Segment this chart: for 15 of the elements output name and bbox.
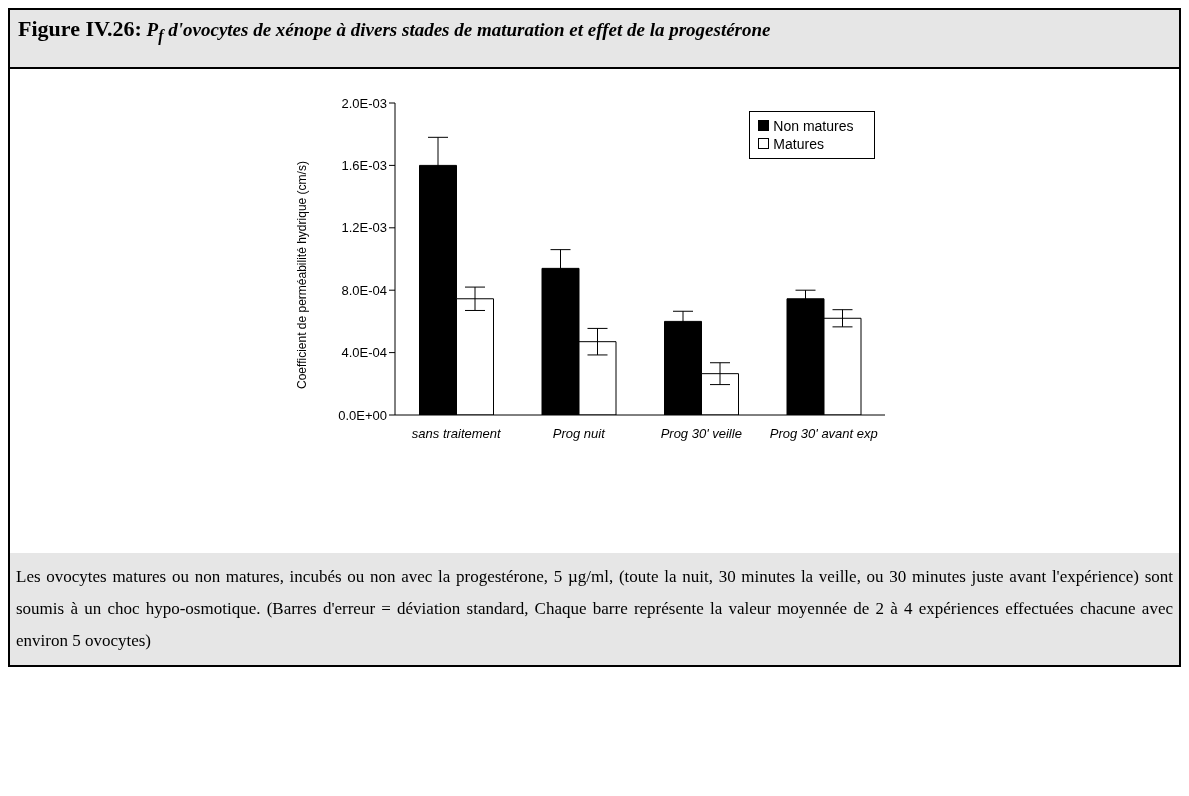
text: Les ovocytes matures ou non matures, incubés ou non avec la progestérone, 5 µg/ml, (toute la nuit, 30 minutes la veille, ou 30 minutes juste avant l'expérience) sont soumis à un choc hypo-osmotique. (Barres d'erreur = déviation standard, Chaque barre représente la valeur moyennée de 2 à 4 expériences effectuées chacune avec environ 5 ovocytes) — [10, 552, 1179, 665]
y-tick-label: 2.0E-03 — [340, 95, 387, 111]
legend-label: Non matures — [773, 117, 854, 134]
y-tick-label: 8.0E-04 — [340, 282, 387, 298]
x-tick-label: sans traitement — [411, 426, 502, 442]
y-axis-title: Coefficient de perméabilité hydrique (cm/s) — [294, 160, 309, 389]
legend-label: Matures — [773, 135, 824, 152]
x-tick-label: Prog 30' avant exp — [769, 426, 878, 442]
y-tick-label: 0.0E+00 — [337, 407, 387, 423]
x-tick-label: Prog 30' veille — [660, 426, 742, 442]
y-tick-label: 4.0E-04 — [340, 345, 387, 361]
chart-title: Figure IV.26: P$_{f}$ d'ovocytes de xénope à divers stades de maturation et effet de la progestérone — [18, 16, 771, 44]
x-tick-label: Prog nuit — [552, 426, 606, 442]
y-tick-label: 1.6E-03 — [340, 157, 387, 173]
y-tick-label: 1.2E-03 — [340, 220, 387, 236]
